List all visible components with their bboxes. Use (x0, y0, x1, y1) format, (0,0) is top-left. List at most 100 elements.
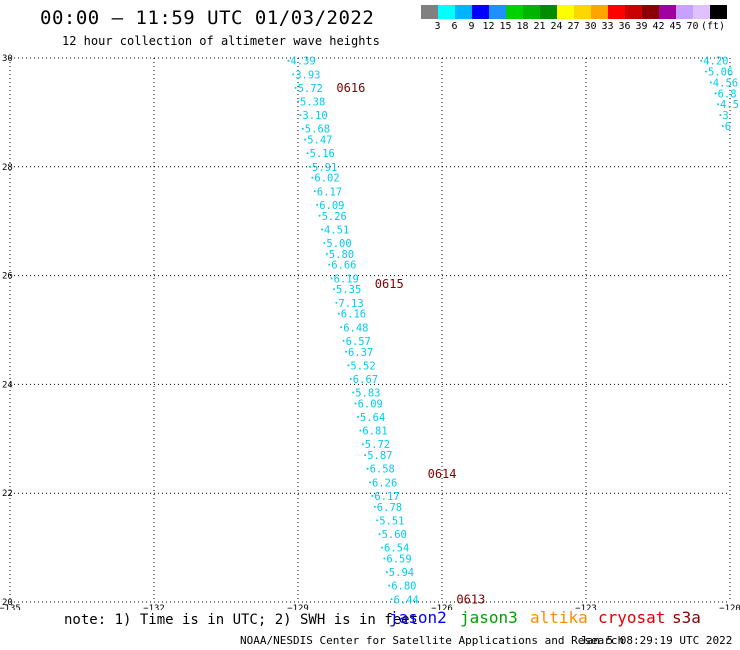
track-point (347, 364, 350, 367)
wave-height-label: 6.26 (372, 477, 397, 489)
lat-tick-label: 28 (2, 163, 13, 173)
satellite-jason3: jason3 (460, 608, 518, 627)
wave-height-label: 6.16 (341, 309, 366, 321)
wave-height-label: 6.57 (346, 336, 371, 348)
track-point (361, 443, 364, 446)
footer-credit: NOAA/NESDIS Center for Satellite Applica… (240, 634, 625, 647)
lat-tick-label: 22 (2, 489, 13, 499)
color-scale-label: 45 (669, 21, 682, 32)
color-scale-label: 42 (652, 21, 665, 32)
track-point (330, 277, 333, 280)
track-point (719, 114, 722, 117)
track-point (345, 350, 347, 353)
wave-height-label: 7.13 (338, 298, 363, 310)
wave-height-label: 3 (722, 110, 728, 122)
wave-height-label: 6.59 (386, 553, 411, 565)
wave-height-label: 6.67 (353, 374, 378, 386)
wave-height-label: 6.17 (317, 186, 342, 198)
color-scale-label: 39 (635, 21, 648, 32)
color-swatch (591, 5, 608, 19)
wave-height-label: 5.83 (355, 388, 380, 400)
track-point (294, 86, 297, 89)
color-scale-label: 70 (686, 21, 699, 32)
wave-height-label: 5.60 (382, 529, 407, 541)
wave-height-label: 5.94 (389, 567, 414, 579)
wave-height-label: 5.87 (367, 450, 392, 462)
wave-height-label: 6.19 (334, 273, 359, 285)
wave-height-label: 6.81 (362, 426, 387, 438)
wave-height-label: 6.02 (314, 173, 339, 185)
wave-height-label: 4.20 (703, 56, 728, 68)
satellite-altika: altika (530, 608, 588, 627)
track-point (383, 557, 386, 560)
track-point (385, 571, 388, 574)
track-point (292, 73, 295, 76)
color-swatch (693, 5, 710, 19)
color-swatch (710, 5, 727, 19)
color-scale-label: 33 (601, 21, 614, 32)
color-scale-label: 30 (584, 21, 597, 32)
track-point (309, 165, 311, 168)
color-scale (421, 5, 727, 19)
wave-height-label: 5.91 (312, 162, 337, 174)
wave-height-label: 6 (725, 121, 731, 133)
wave-height-label: 6.37 (348, 347, 373, 359)
track-point (316, 203, 319, 206)
color-swatch (642, 5, 659, 19)
track-point (297, 100, 299, 103)
color-scale-label: 3 (434, 21, 441, 32)
track-point (357, 416, 359, 419)
track-point (388, 584, 391, 587)
wave-height-label: 5.52 (350, 360, 375, 372)
lon-tick-label: −132 (143, 604, 165, 610)
color-swatch (455, 5, 472, 19)
wave-height-label: 5.72 (365, 439, 390, 451)
track-point (335, 301, 338, 304)
color-scale-label: 27 (567, 21, 580, 32)
track-point (323, 241, 326, 244)
lon-tick-label: −129 (287, 604, 309, 610)
lat-tick-label: 30 (2, 54, 13, 64)
lon-tick-label: −123 (575, 604, 597, 610)
color-scale-label: 36 (618, 21, 631, 32)
pass-time-label: 0614 (428, 467, 457, 481)
wave-height-label: 5.68 (305, 124, 330, 136)
color-swatch (506, 5, 523, 19)
wave-height-label: 6.80 (391, 581, 416, 593)
wave-height-label: 6.09 (358, 398, 383, 410)
track-point (342, 339, 345, 342)
track-point (381, 546, 383, 549)
track-point (373, 505, 376, 508)
color-scale-label: 6 (451, 21, 458, 32)
lon-tick-label: −135 (0, 604, 21, 610)
wave-height-label: 5.80 (329, 249, 354, 261)
track-point (714, 92, 717, 95)
wave-height-label: 3.93 (295, 69, 320, 81)
color-scale-label: 15 (499, 21, 512, 32)
wave-height-label: 3.10 (302, 110, 327, 122)
wave-height-label: 5.35 (336, 284, 361, 296)
track-point (390, 598, 393, 601)
track-point (311, 176, 314, 179)
footer-timestamp: Jan 5 08:29:19 UTC 2022 (580, 634, 733, 647)
track-point (354, 402, 357, 405)
track-point (301, 127, 304, 130)
track-point (321, 228, 323, 231)
track-point (306, 152, 309, 155)
wave-height-label: 6.54 (384, 543, 409, 555)
wave-height-label: 5.26 (322, 211, 347, 223)
lat-tick-label: 20 (2, 598, 13, 608)
track-point (299, 114, 302, 117)
track-point (371, 494, 374, 497)
track-point (359, 429, 362, 432)
color-swatch (608, 5, 625, 19)
wave-height-label: 6.78 (377, 502, 402, 514)
color-scale-label: 9 (468, 21, 475, 32)
wave-height-label: 5.64 (360, 412, 385, 424)
page-title: 00:00 – 11:59 UTC 01/03/2022 (40, 7, 375, 29)
color-swatch (625, 5, 642, 19)
track-point (717, 103, 719, 106)
track-point (352, 391, 355, 394)
track-point (709, 81, 712, 84)
track-point (369, 481, 371, 484)
